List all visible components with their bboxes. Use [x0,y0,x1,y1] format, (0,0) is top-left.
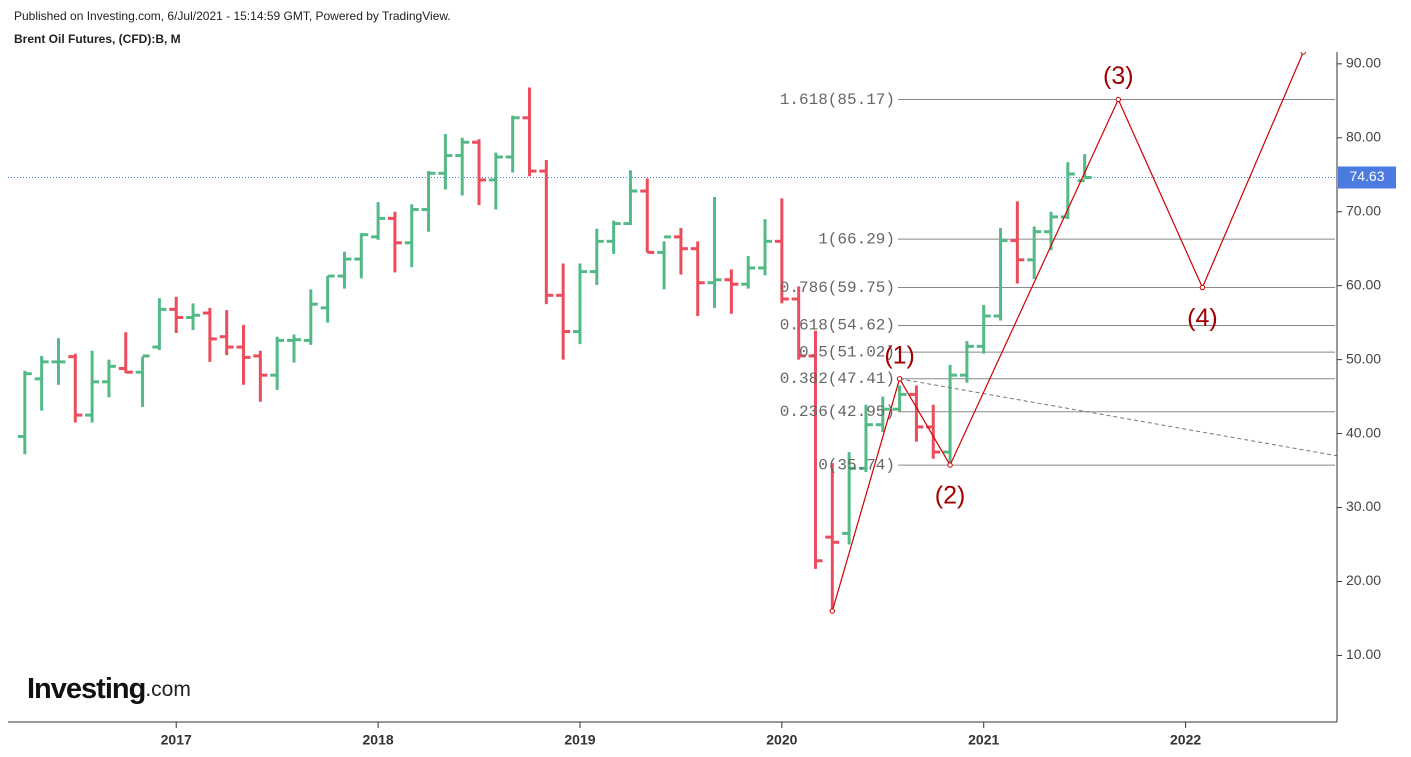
wave-point [896,376,903,382]
wave-point [829,608,836,614]
fib-level-label: 0.382(47.41) [780,370,895,388]
y-tick-label: 50.00 [1346,350,1381,366]
fib-level-label: 0.5(51.02) [799,343,895,361]
published-note: Published on Investing.com, 6/Jul/2021 -… [14,9,451,23]
fib-level-label: 0(35.74) [818,456,895,474]
instrument-title: Brent Oil Futures, (CFD):B, M [14,32,181,46]
logo-suffix: .com [145,678,191,701]
marks-layer [17,52,1337,614]
x-tick-label: 2017 [161,732,192,748]
wave-path [831,52,1304,612]
wave-label: (1) [884,341,915,369]
logo-brand: Investing [27,673,145,705]
y-tick-label: 90.00 [1346,55,1381,71]
y-tick-label: 20.00 [1346,572,1381,588]
wave-point [1199,284,1206,291]
logo: Investing.com [27,673,191,705]
wave-label: (4) [1187,304,1218,332]
y-tick-label: 30.00 [1346,498,1381,514]
x-tick-label: 2019 [564,732,595,748]
y-tick-label: 40.00 [1346,424,1381,440]
y-tick-label: 60.00 [1346,276,1381,292]
wave-point [1300,52,1307,55]
x-tick-label: 2018 [363,732,394,748]
wave-label: (3) [1103,62,1134,90]
fib-level-label: 0.236(42.95) [780,403,895,421]
y-tick-label: 80.00 [1346,128,1381,144]
x-tick-label: 2021 [968,732,999,748]
trend-line [899,378,1337,457]
wave-point [1115,96,1122,103]
last-price-box [1338,166,1396,189]
fib-level-label: 1.618(85.17) [780,91,895,109]
fib-level-label: 0.618(54.62) [780,317,895,335]
last-price-label: 74.63 [1349,168,1384,184]
x-tick-label: 2022 [1170,732,1201,748]
y-tick-label: 70.00 [1346,202,1381,218]
x-tick-label: 2020 [766,732,797,748]
fib-level-label: 1(66.29) [818,230,895,248]
fib-level-label: 0.786(59.75) [780,279,895,297]
wave-label: (2) [935,482,966,510]
grid-layer [8,63,1342,728]
wave-point [947,462,953,468]
y-tick-label: 10.00 [1346,646,1381,662]
labels-layer: 10.00 20.00 30.00 40.00 50.00 60.00 70.00 80.00… [161,55,1396,748]
